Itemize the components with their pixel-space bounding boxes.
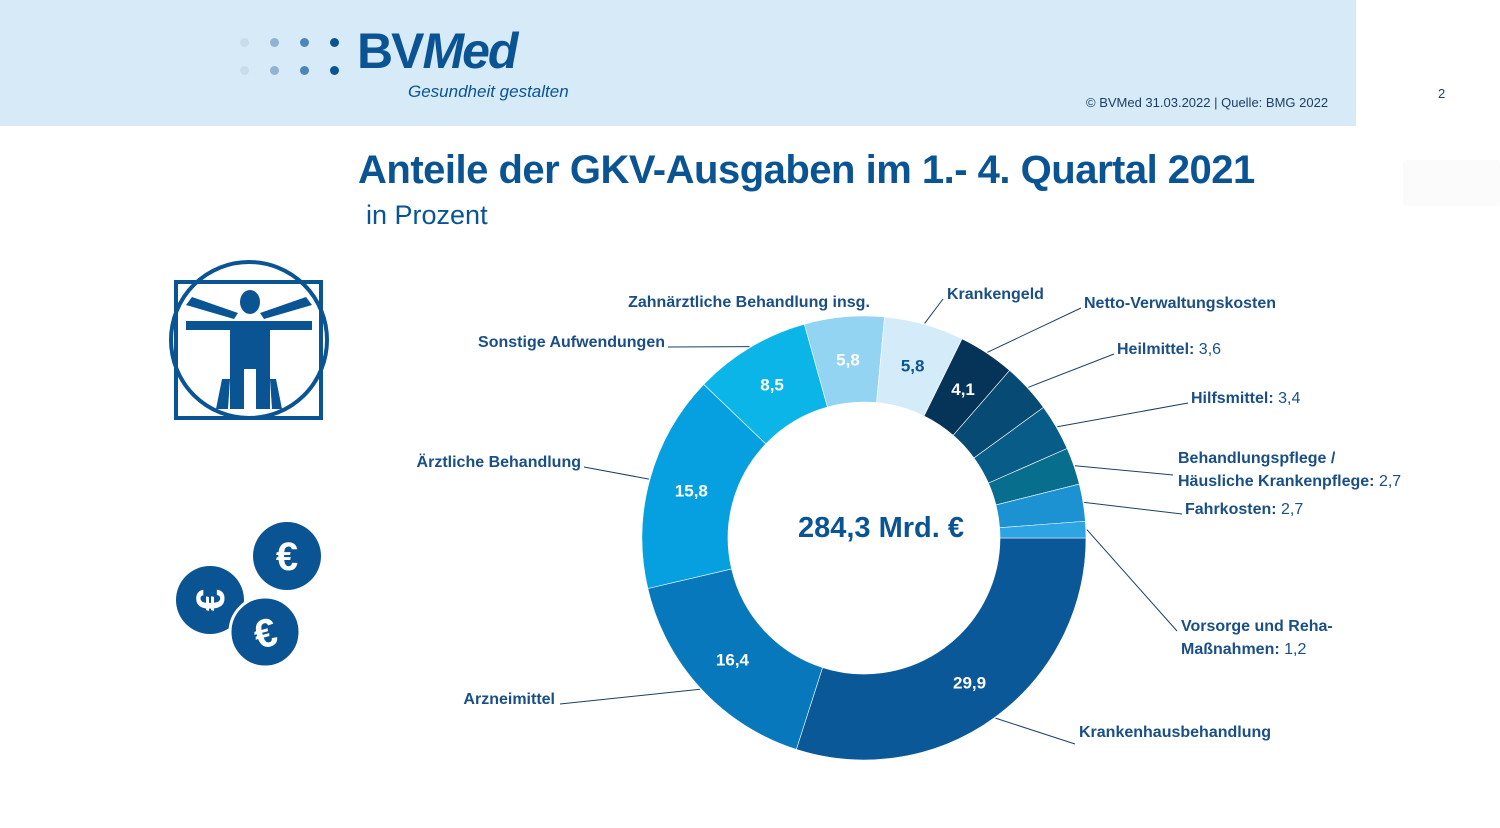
category-label-arztliche-behandlung: Ärztliche Behandlung bbox=[417, 453, 581, 471]
category-label-behandlungspflege-hausliche-krankenpflege: Behandlungspflege / Häusliche Krankenpfle… bbox=[1178, 450, 1401, 490]
leader-line-arztliche-behandlung bbox=[583, 466, 650, 480]
value-labels: 29,9 16,4 15,8 8,5 5,8 5,8 4,1 bbox=[675, 351, 986, 693]
value-label-arztliche-behandlung: 15,8 bbox=[675, 482, 708, 501]
slice-vorsorge-und-reha-massnahmen bbox=[999, 520, 1087, 539]
category-label-zahnarztliche-behandlung-insg: Zahnärztliche Behandlung insg. bbox=[628, 294, 870, 311]
category-label-krankengeld: Krankengeld bbox=[947, 286, 1044, 303]
category-label-heilmittel: Heilmittel: 3,6 bbox=[1117, 341, 1221, 358]
donut-slices bbox=[641, 315, 1087, 761]
value-label-krankenhausbehandlung: 29,9 bbox=[953, 674, 986, 693]
leader-line-hilfsmittel bbox=[1057, 402, 1189, 428]
category-label-vorsorge-und-reha-massnahmen: Vorsorge und Reha-Maßnahmen: 1,2 bbox=[1181, 618, 1333, 658]
value-label-arzneimittel: 16,4 bbox=[716, 650, 750, 669]
leader-line-fahrkosten bbox=[1084, 501, 1183, 515]
category-label-krankenhausbehandlung: Krankenhausbehandlung bbox=[1079, 724, 1271, 741]
value-label-zahnarztliche-behandlung-insg: 5,8 bbox=[836, 351, 860, 370]
ghost-button bbox=[1403, 160, 1500, 206]
value-label-krankengeld: 5,8 bbox=[901, 357, 925, 376]
euro-coins-icon: € € € bbox=[176, 522, 321, 669]
value-label-netto-verwaltungskosten: 4,1 bbox=[951, 380, 975, 399]
leader-line-krankenhausbehandlung bbox=[995, 717, 1076, 745]
source-note: © BVMed 31.03.2022 | Quelle: BMG 2022 bbox=[1086, 95, 1329, 110]
bvmed-logo: BVMed Gesundheit gestalten bbox=[238, 26, 578, 110]
header-band bbox=[0, 0, 1356, 126]
chart-subtitle: in Prozent bbox=[366, 200, 488, 230]
slice-krankenhausbehandlung bbox=[795, 537, 1087, 761]
category-label-arzneimittel: Arzneimittel bbox=[463, 691, 555, 708]
category-label-fahrkosten: Fahrkosten: 2,7 bbox=[1185, 501, 1303, 518]
category-label-sonstige-aufwendungen: Sonstige Aufwendungen bbox=[478, 334, 665, 351]
chart-title: Anteile der GKV-Ausgaben im 1.- 4. Quart… bbox=[358, 148, 1255, 192]
category-label-hilfsmittel: Hilfsmittel: 3,4 bbox=[1191, 390, 1300, 407]
page-number: 2 bbox=[1438, 86, 1446, 101]
leader-line-arzneimittel bbox=[559, 688, 701, 705]
logo-dots-icon bbox=[238, 36, 339, 76]
vitruvian-man-icon bbox=[169, 260, 329, 420]
leader-line-netto-verwaltungskosten bbox=[987, 307, 1082, 353]
svg-text:€: € bbox=[276, 535, 298, 579]
leader-line-behandlungspflege-hausliche-krankenpflege bbox=[1074, 465, 1174, 476]
category-labels: Krankenhausbehandlung Arzneimittel Ärztlic… bbox=[417, 286, 1402, 741]
svg-text:€: € bbox=[189, 589, 233, 611]
leader-line-heilmittel bbox=[1028, 353, 1115, 388]
leader-line-krankengeld bbox=[924, 298, 944, 324]
value-label-sonstige-aufwendungen: 8,5 bbox=[760, 375, 784, 394]
leader-lines bbox=[559, 298, 1189, 745]
logo-tagline: Gesundheit gestalten bbox=[408, 82, 569, 101]
leader-line-vorsorge-und-reha-massnahmen bbox=[1086, 529, 1178, 632]
logo-wordmark: BVMed bbox=[357, 23, 518, 79]
category-label-netto-verwaltungskosten: Netto-Verwaltungskosten bbox=[1084, 295, 1276, 312]
center-total-label: 284,3 Mrd. € bbox=[798, 512, 964, 544]
